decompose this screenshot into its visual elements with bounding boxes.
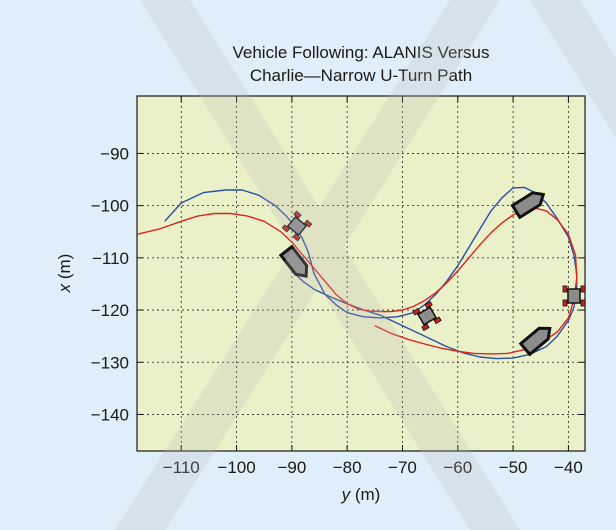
- chart-title-line1: Vehicle Following: ALANIS Versus: [232, 43, 489, 62]
- y-tick-label: −140: [91, 405, 129, 424]
- grid: [137, 96, 585, 451]
- boat-icon: [510, 191, 546, 220]
- x-tick-label: −70: [388, 458, 417, 477]
- y-axis-label: x (m): [55, 254, 74, 294]
- y-ticks: −90 −100 −110 −120 −130 −140: [91, 144, 585, 424]
- y-tick-label: −120: [91, 301, 129, 320]
- plot-area: [136, 95, 586, 452]
- car-icon: [412, 300, 442, 332]
- x-tick-label: −60: [443, 458, 472, 477]
- x-ticks: −110 −100 −90 −80 −70 −60 −50 −40: [163, 96, 583, 477]
- vehicle-icons: [278, 191, 586, 357]
- x-tick-label: −100: [217, 458, 255, 477]
- y-tick-label: −100: [91, 197, 129, 216]
- x-tick-label: −80: [333, 458, 362, 477]
- car-icon: [562, 285, 586, 307]
- x-tick-label: −110: [163, 458, 200, 477]
- x-tick-label: −40: [554, 458, 583, 477]
- car-icon: [281, 210, 313, 242]
- boat-icon: [278, 244, 309, 278]
- y-tick-label: −90: [100, 144, 129, 163]
- x-axis-label: y (m): [341, 485, 381, 504]
- x-tick-label: −90: [277, 458, 306, 477]
- x-tick-label: −50: [499, 458, 528, 477]
- y-tick-label: −110: [92, 249, 129, 268]
- chart-title-line2: Charlie—Narrow U-Turn Path: [250, 66, 472, 85]
- series-line-1: [164, 186, 578, 360]
- y-tick-label: −130: [91, 353, 129, 372]
- series-group: [136, 186, 578, 360]
- series-line-2: [136, 207, 578, 355]
- boat-icon: [518, 326, 552, 357]
